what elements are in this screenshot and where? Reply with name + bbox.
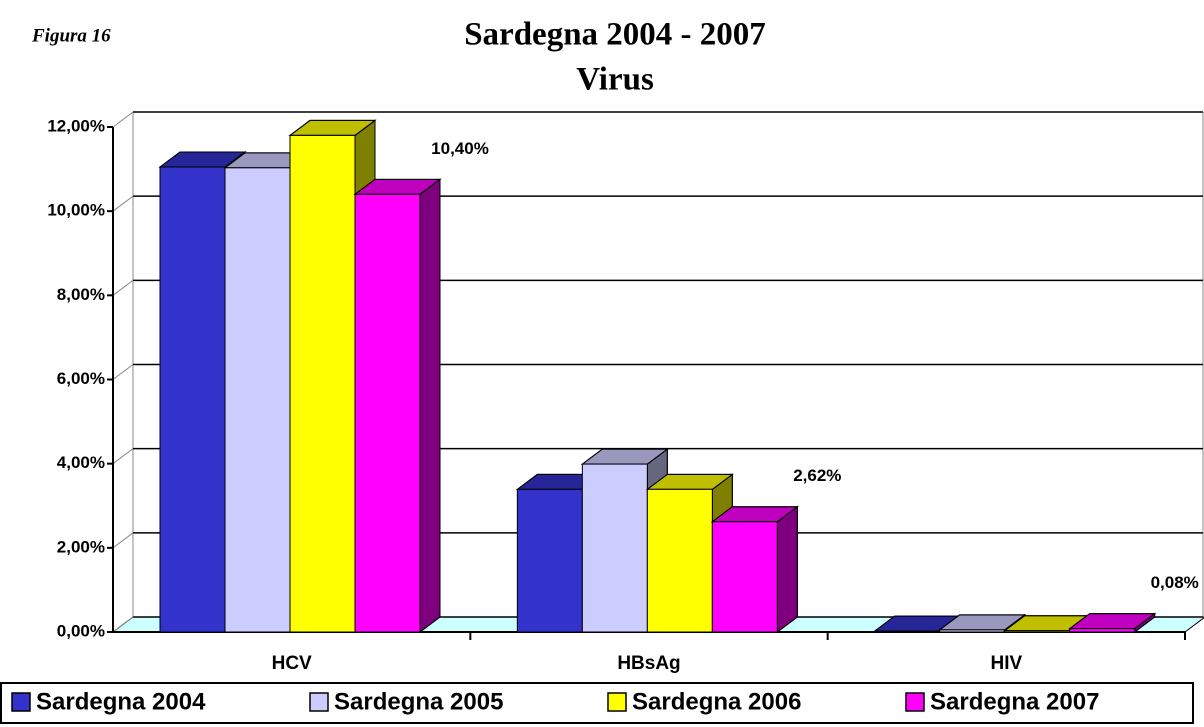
bar — [711, 521, 778, 633]
y-tick-label: 8,00% — [57, 285, 105, 304]
x-tick-label: HCV — [272, 653, 312, 674]
bar-side-shade — [419, 178, 441, 633]
bar — [354, 193, 421, 633]
y-tick-label: 6,00% — [57, 369, 105, 388]
x-tick-label: HBsAg — [617, 653, 680, 674]
x-tick-label: HIV — [990, 653, 1022, 674]
legend-swatch — [905, 692, 925, 712]
legend-swatch — [11, 692, 31, 712]
bar — [939, 629, 1006, 633]
legend-swatch — [309, 692, 329, 712]
legend-swatch — [607, 692, 627, 712]
bar — [224, 167, 291, 633]
y-tick-label: 12,00% — [47, 116, 105, 135]
value-label: 10,40% — [431, 139, 489, 158]
bar — [1069, 628, 1136, 633]
grid-line — [112, 195, 134, 212]
bar-side-shade — [776, 505, 798, 633]
grid-line — [112, 111, 134, 128]
legend-label: Sardegna 2004 — [36, 688, 206, 715]
grid-line — [112, 616, 134, 633]
bar — [581, 463, 648, 633]
grid-line — [112, 364, 134, 380]
figure-caption: Figura 16 — [31, 25, 111, 46]
value-label: 0,08% — [1151, 573, 1199, 592]
chart-subtitle: Virus — [576, 62, 654, 98]
legend-label: Sardegna 2006 — [632, 688, 801, 715]
y-tick-label: 0,00% — [57, 621, 105, 640]
grid-line — [112, 448, 134, 465]
bar — [289, 134, 356, 633]
legend-label: Sardegna 2007 — [930, 688, 1099, 715]
bar — [159, 166, 226, 633]
y-tick-label: 4,00% — [57, 453, 105, 472]
y-tick-label: 2,00% — [57, 537, 105, 556]
value-label: 2,62% — [793, 466, 841, 485]
y-tick-label: 10,00% — [47, 201, 105, 220]
grid-line — [112, 532, 134, 549]
bar — [1004, 630, 1071, 633]
grid-line — [112, 279, 134, 296]
legend-box — [0, 682, 1194, 724]
legend-label: Sardegna 2005 — [334, 688, 503, 715]
bar — [516, 488, 583, 633]
chart-title: Sardegna 2004 - 2007 — [464, 17, 766, 53]
bar — [646, 488, 713, 633]
bar — [874, 630, 941, 633]
